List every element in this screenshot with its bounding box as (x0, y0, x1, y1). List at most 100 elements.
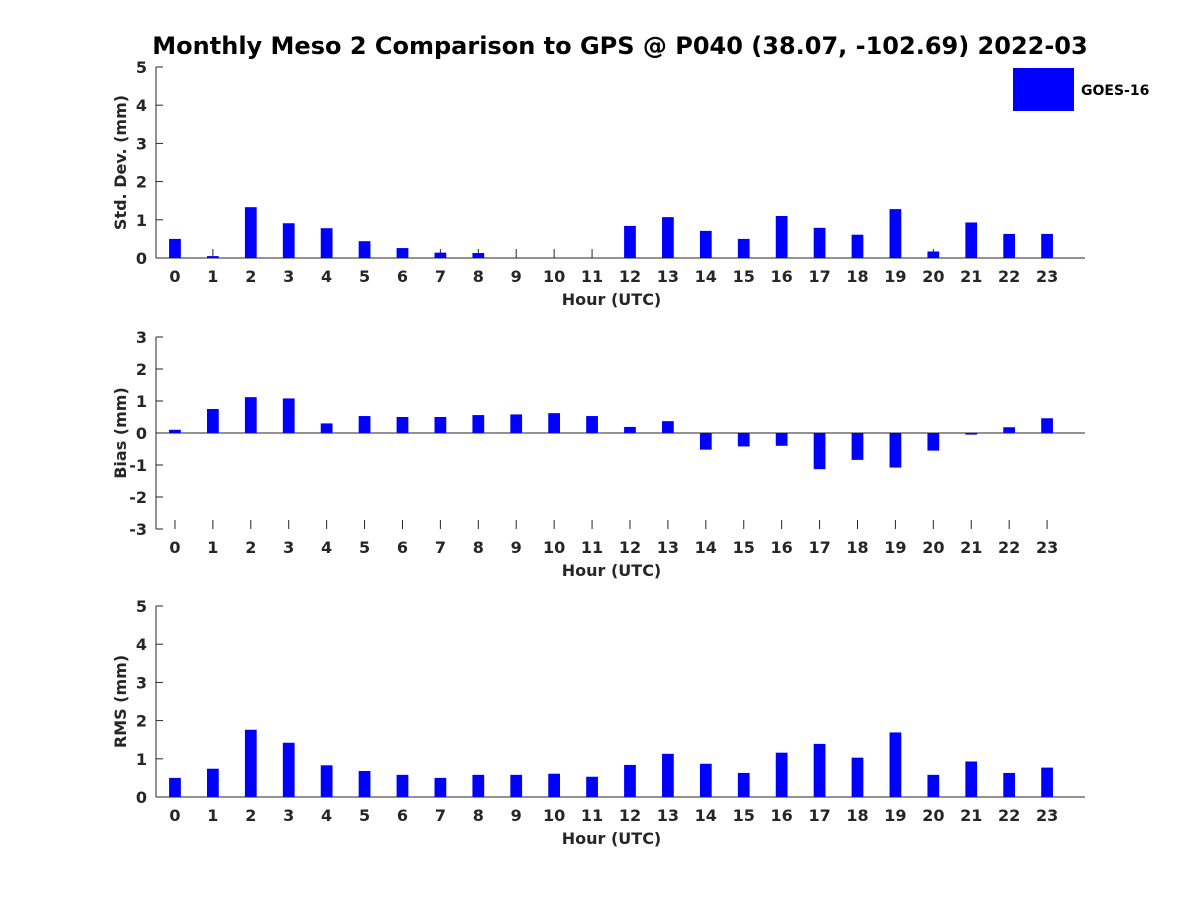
x-tick-label: 7 (435, 267, 446, 286)
x-tick-label: 15 (733, 267, 755, 286)
y-tick-label: 3 (136, 673, 147, 692)
bar-bias (927, 433, 940, 451)
y-tick-label: -1 (129, 456, 147, 475)
x-tick-label: 17 (808, 806, 830, 825)
bar-bias (320, 423, 333, 433)
x-tick-label: 3 (283, 267, 294, 286)
y-tick-label: 1 (136, 211, 147, 230)
bar-bias (1003, 427, 1016, 433)
bar-std-dev (396, 248, 409, 258)
bar-rms (775, 752, 788, 797)
x-tick-label: 0 (169, 806, 180, 825)
bar-bias (510, 414, 523, 433)
x-tick-label: 11 (581, 806, 603, 825)
x-tick-label: 4 (321, 267, 332, 286)
bar-rms (548, 773, 561, 797)
x-tick-label: 19 (884, 267, 906, 286)
x-tick-label: 2 (245, 538, 256, 557)
bar-rms (244, 729, 257, 797)
x-tick-label: 20 (922, 267, 944, 286)
x-tick-label: 4 (321, 806, 332, 825)
y-tick-label: 5 (136, 597, 147, 616)
x-tick-label: 18 (846, 538, 868, 557)
x-tick-label: 18 (846, 267, 868, 286)
bar-rms (699, 763, 712, 797)
x-tick-label: 7 (435, 538, 446, 557)
y-tick-label: 2 (136, 173, 147, 192)
x-tick-label: 7 (435, 806, 446, 825)
x-tick-label: 8 (473, 267, 484, 286)
x-axis-label: Hour (UTC) (562, 561, 662, 580)
x-tick-label: 14 (695, 806, 717, 825)
x-tick-label: 15 (733, 806, 755, 825)
x-tick-label: 14 (695, 267, 717, 286)
x-tick-label: 18 (846, 806, 868, 825)
x-tick-label: 13 (657, 267, 679, 286)
x-tick-label: 10 (543, 538, 565, 557)
bar-bias (662, 421, 674, 433)
bar-std-dev (1003, 233, 1016, 258)
bar-rms (396, 774, 409, 797)
x-axis-label: Hour (UTC) (562, 290, 662, 309)
bar-bias (851, 433, 864, 460)
bar-bias (548, 413, 561, 433)
x-tick-label: 12 (619, 267, 641, 286)
x-tick-label: 12 (619, 538, 641, 557)
bar-rms (320, 765, 333, 797)
x-tick-label: 0 (169, 267, 180, 286)
bar-std-dev (889, 209, 902, 258)
bar-rms (1041, 767, 1053, 797)
x-tick-label: 16 (771, 538, 793, 557)
bar-rms (282, 742, 295, 797)
x-tick-label: 1 (207, 806, 218, 825)
y-tick-label: 1 (136, 750, 147, 769)
x-tick-label: 11 (581, 538, 603, 557)
x-tick-label: 22 (998, 267, 1020, 286)
x-tick-label: 20 (922, 538, 944, 557)
x-tick-label: 5 (359, 267, 370, 286)
x-tick-label: 1 (207, 538, 218, 557)
bar-rms (737, 772, 750, 797)
x-tick-label: 8 (473, 806, 484, 825)
y-tick-label: 4 (136, 96, 147, 115)
bar-bias (889, 433, 902, 468)
bar-std-dev (434, 252, 447, 258)
legend-swatch (1013, 68, 1074, 111)
legend-label: GOES-16 (1081, 83, 1149, 99)
bar-std-dev (358, 241, 371, 258)
bar-std-dev (169, 238, 181, 258)
y-tick-label: 3 (136, 328, 147, 347)
x-tick-label: 23 (1036, 538, 1058, 557)
bar-rms (624, 764, 636, 797)
bar-bias (813, 433, 826, 470)
bar-std-dev (927, 251, 940, 258)
bar-bias (586, 416, 598, 433)
y-tick-label: 2 (136, 712, 147, 731)
y-axis-label: Bias (mm) (111, 387, 130, 479)
x-tick-label: 4 (321, 538, 332, 557)
x-tick-label: 17 (808, 267, 830, 286)
bar-rms (586, 776, 598, 797)
bar-bias (624, 426, 636, 433)
bar-bias (207, 409, 219, 433)
y-tick-label: 0 (136, 424, 147, 443)
bar-rms (927, 774, 940, 797)
bar-std-dev (320, 228, 333, 258)
bar-std-dev (737, 238, 750, 258)
y-tick-label: -2 (129, 488, 147, 507)
x-tick-label: 11 (581, 267, 603, 286)
x-tick-label: 14 (695, 538, 717, 557)
x-tick-label: 1 (207, 267, 218, 286)
y-axis-label: RMS (mm) (111, 655, 130, 748)
x-tick-label: 2 (245, 267, 256, 286)
x-tick-label: 23 (1036, 267, 1058, 286)
x-tick-label: 6 (397, 538, 408, 557)
x-tick-label: 19 (884, 538, 906, 557)
bar-rms (358, 771, 371, 797)
x-tick-label: 13 (657, 806, 679, 825)
y-tick-label: 5 (136, 58, 147, 77)
bar-rms (472, 774, 485, 797)
x-tick-label: 17 (808, 538, 830, 557)
